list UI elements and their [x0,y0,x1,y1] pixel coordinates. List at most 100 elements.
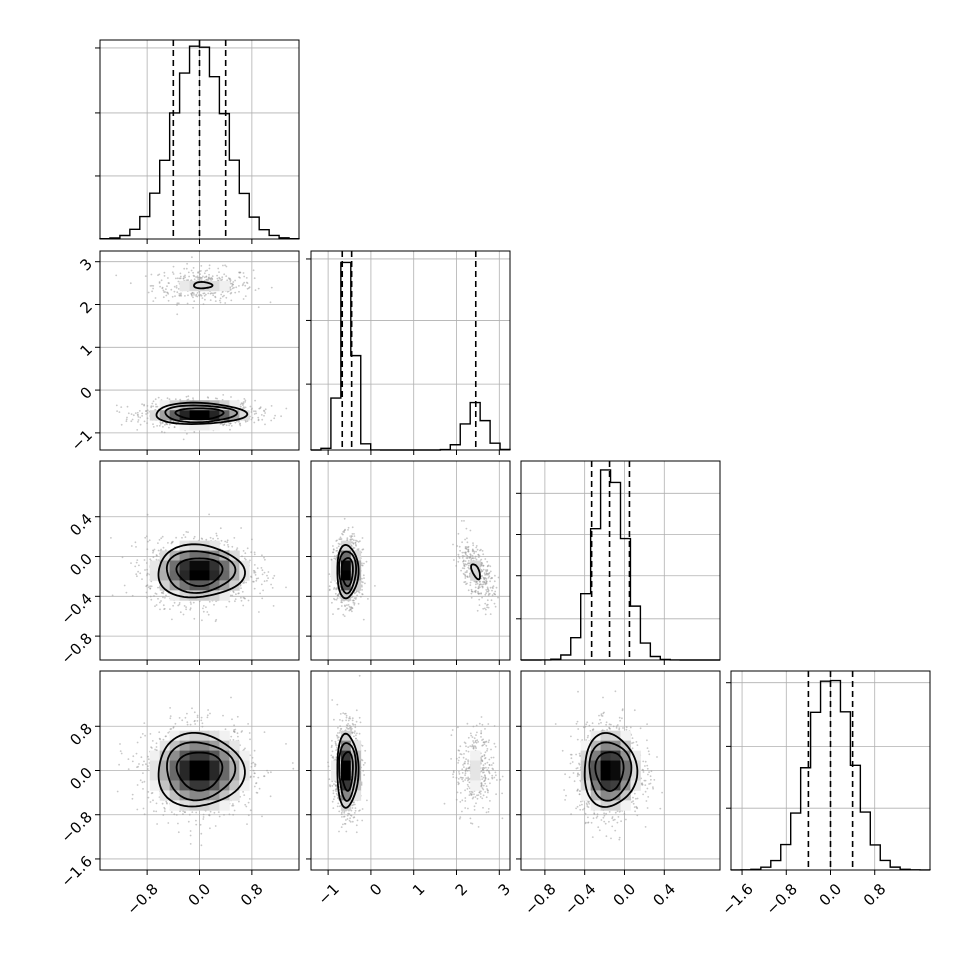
sample-point [186,262,189,265]
sample-point [489,586,492,589]
sample-point [331,601,333,604]
sample-point [221,276,224,279]
sample-point [141,781,144,784]
sample-point [156,823,159,825]
sample-point [465,527,468,530]
sample-point [173,290,176,293]
hist-panel-3 [726,670,931,875]
sample-point [136,429,139,431]
sample-point [485,580,488,583]
sample-point [476,548,479,551]
sample-point [463,555,465,558]
sample-point [162,546,165,549]
sample-point [152,551,154,554]
sample-point [467,550,470,553]
sample-point [482,564,484,567]
sample-point [134,412,137,414]
sample-point [487,594,490,596]
sample-point [143,559,146,561]
sample-point [471,549,474,552]
sample-point [136,411,139,414]
sample-point [260,414,263,416]
sample-point [476,609,479,612]
sample-point [185,531,188,533]
sample-point [465,571,468,574]
sample-point [263,731,266,733]
sample-point [493,602,496,605]
sample-point [213,603,215,606]
sample-point [254,289,257,291]
sample-point [478,580,481,583]
sample-point [189,723,192,726]
sample-point [192,601,195,604]
sample-point [126,405,129,408]
sample-point [363,562,365,565]
sample-point [215,618,218,621]
sample-point [143,420,146,423]
sample-point [335,588,338,591]
sample-point [257,416,260,419]
sample-point [149,558,152,561]
sample-point [158,281,161,283]
sample-point [160,279,163,282]
sample-point [330,558,333,561]
sample-point [482,583,485,586]
sample-point [482,607,485,610]
sample-point [110,537,112,539]
sample-point [270,286,273,289]
sample-point [125,591,128,594]
sample-point [156,425,159,427]
sample-point [466,582,468,585]
sample-point [168,282,170,284]
sample-point [160,600,162,602]
sample-point [255,579,258,582]
sample-point [489,580,491,583]
sample-point [197,278,200,281]
sample-point [202,275,204,278]
sample-point [157,549,160,552]
sample-point [159,608,161,611]
sample-point [240,527,243,529]
sample-point [191,707,193,710]
sample-point [217,537,219,540]
sample-point [250,411,253,413]
hist-panel-2 [516,460,721,665]
sample-point [137,421,139,423]
sample-point [476,582,479,585]
sample-point [247,814,250,817]
sample-point [230,735,233,738]
sample-point [132,755,135,758]
sample-point [201,619,203,622]
sample-point [353,547,356,549]
sample-point [163,608,166,610]
sample-point [267,571,270,573]
sample-point [196,275,199,278]
sample-point [169,728,172,730]
sample-point [273,417,276,420]
sample-point [263,414,265,417]
sample-point [253,421,256,424]
sample-point [214,295,217,298]
sample-point [238,276,241,279]
sample-point [185,608,188,611]
sample-point [469,529,472,532]
sample-point [244,420,247,423]
sample-point [139,423,142,426]
sample-point [195,811,198,814]
sample-point [152,405,155,408]
sample-point [464,577,467,579]
sample-point [334,592,337,595]
sample-point [242,550,245,552]
density-cell [219,280,230,292]
sample-point [475,583,477,586]
sample-point [462,559,465,562]
sample-point [211,275,214,278]
sample-point [356,594,358,597]
sample-point [150,598,153,601]
sample-point [481,550,484,552]
sample-point [136,559,139,561]
sample-point [486,599,489,602]
sample-point [226,290,229,293]
sample-point [175,536,178,539]
sample-point [472,544,475,547]
